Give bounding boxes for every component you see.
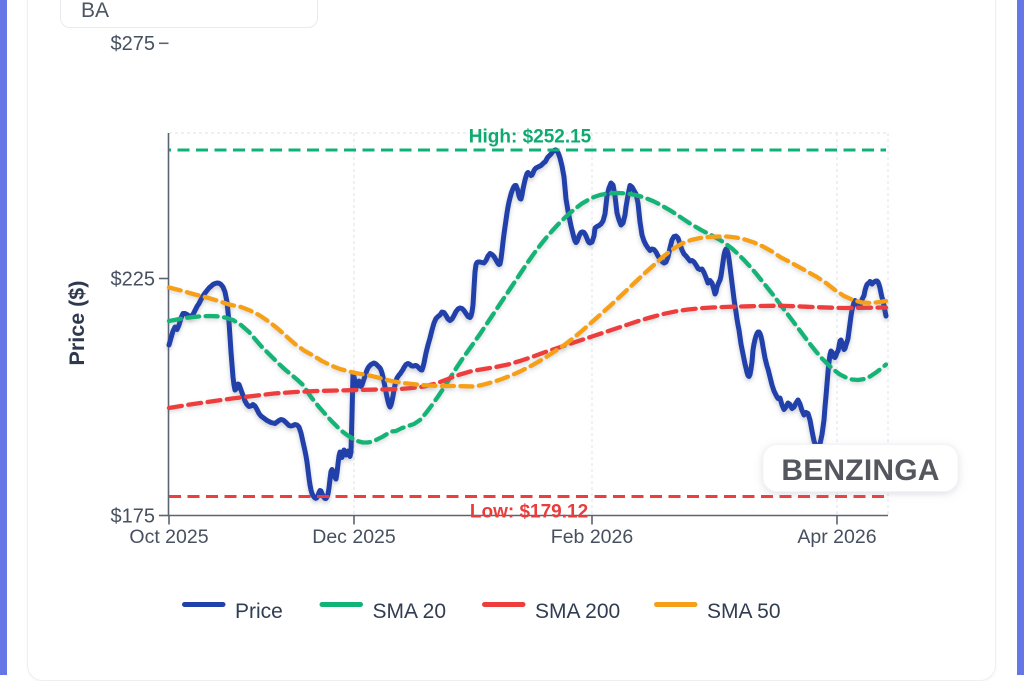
svg-text:SMA 20: SMA 20 (373, 600, 447, 623)
svg-text:Feb 2026: Feb 2026 (551, 526, 633, 548)
svg-text:SMA 50: SMA 50 (707, 600, 781, 623)
svg-text:BENZINGA: BENZINGA (781, 454, 939, 487)
svg-text:$275: $275 (111, 33, 156, 55)
svg-text:Price: Price (235, 600, 283, 623)
svg-text:$175: $175 (111, 506, 156, 528)
svg-text:Oct 2025: Oct 2025 (129, 526, 208, 548)
svg-text:Low: $179.12: Low: $179.12 (470, 502, 588, 523)
svg-text:SMA 200: SMA 200 (535, 600, 620, 623)
svg-text:High: $252.15: High: $252.15 (469, 127, 592, 148)
svg-text:$225: $225 (111, 269, 156, 291)
svg-text:Dec 2025: Dec 2025 (312, 526, 396, 548)
svg-text:Apr 2026: Apr 2026 (797, 526, 876, 548)
svg-text:Price ($): Price ($) (65, 281, 89, 366)
